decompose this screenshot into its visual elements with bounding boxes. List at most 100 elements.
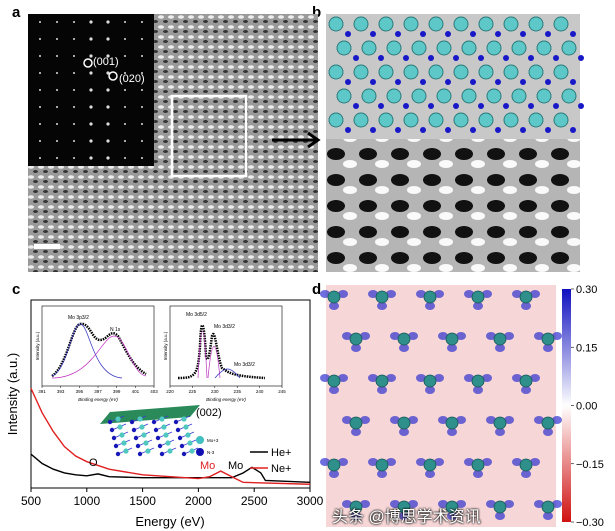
mo-atom	[145, 448, 151, 454]
n-atom	[470, 31, 476, 37]
mo-atom	[163, 432, 169, 438]
diffraction-spot	[124, 38, 126, 40]
n-atom	[445, 79, 451, 85]
mo-atom	[327, 374, 341, 388]
n-atom	[107, 419, 113, 425]
inset-tick-label: 401	[132, 389, 140, 394]
series-line-Ne-plus	[30, 388, 311, 485]
mo-atom	[403, 16, 419, 32]
diffraction-spot	[89, 122, 93, 126]
inset-tick-label: 393	[57, 389, 65, 394]
n-atom	[453, 55, 459, 61]
n-atom	[151, 419, 157, 425]
inset-tick-label: 399	[113, 389, 121, 394]
mo-atom	[541, 500, 555, 514]
inset-x-label: Binding energy (eV)	[78, 397, 118, 402]
legend-he: He+	[271, 447, 292, 459]
mo-atom	[503, 16, 519, 32]
mo-atom	[519, 374, 533, 388]
mo-atom	[189, 448, 195, 454]
peak-label: Mo 3d5/2	[186, 312, 207, 318]
panel-d-charge-density-map	[320, 285, 562, 527]
x-tick-label: 3000	[297, 494, 324, 508]
n-atom	[495, 31, 501, 37]
series-line-He-plus	[30, 453, 311, 484]
n-atom	[157, 443, 163, 449]
diffraction-spot	[124, 106, 126, 108]
mo-atom	[423, 458, 437, 472]
n-atom	[570, 31, 576, 37]
mo-atom	[561, 40, 577, 56]
n-atom	[395, 79, 401, 85]
colorbar: 0.30 0.15 0.00 −0.15 −0.30	[562, 284, 604, 529]
mo-atom	[528, 112, 544, 128]
inset-tick-label: 235	[233, 389, 241, 394]
mo-atom	[436, 40, 452, 56]
n-atom	[153, 427, 159, 433]
mo-atom	[541, 332, 555, 346]
diffraction-spot	[73, 55, 75, 57]
diffraction-spot	[73, 38, 75, 40]
n-atom	[403, 55, 409, 61]
diffraction-spot	[106, 54, 110, 58]
n-atom	[520, 31, 526, 37]
n-atom	[428, 55, 434, 61]
mo-atom	[165, 440, 171, 446]
n-atom	[553, 103, 559, 109]
mo-atom	[167, 448, 173, 454]
n-atom	[395, 31, 401, 37]
diffraction-spot	[141, 157, 143, 159]
xps-inset-mo3p-n1s: Mo 3p3/2 N 1s Binding energy (eV) Intens…	[35, 305, 158, 402]
crystal-structure-model: Mo+3 N-3	[100, 405, 219, 457]
n-atom	[453, 103, 459, 109]
n-atom	[370, 31, 376, 37]
diffraction-spot	[56, 21, 58, 23]
xps-inset-mo3d: Mo 3d5/2 Mo 3d3/2 Mo 3d3/2 Binding energ…	[163, 305, 286, 402]
mo-atom	[553, 16, 569, 32]
n-atom	[470, 79, 476, 85]
diffraction-spot	[39, 123, 41, 125]
legend-ne: Ne+	[271, 463, 292, 475]
mo-atom	[493, 416, 507, 430]
mo-atom	[327, 458, 341, 472]
n-atom	[115, 451, 121, 457]
inset-tick-label: 397	[94, 389, 102, 394]
diffraction-spot	[106, 156, 110, 160]
diffraction-spot	[89, 37, 93, 41]
diffraction-spot	[73, 72, 75, 74]
n-atom	[181, 451, 187, 457]
mo-atom	[461, 88, 477, 104]
n-atom	[137, 451, 143, 457]
mo-atom	[353, 16, 369, 32]
n-atom	[520, 79, 526, 85]
diffraction-spot	[141, 89, 143, 91]
diffraction-spot	[89, 156, 93, 160]
diffraction-spot	[56, 89, 58, 91]
n-atom	[545, 79, 551, 85]
mo-atom	[428, 112, 444, 128]
mo-atom	[403, 112, 419, 128]
diffraction-spot	[106, 139, 110, 143]
mo-atom	[375, 374, 389, 388]
diffraction-spot	[39, 89, 41, 91]
inset-tick-label: 225	[189, 389, 197, 394]
n-atom	[111, 435, 117, 441]
mo-atom	[561, 88, 577, 104]
panel-label-b: b	[312, 4, 322, 21]
mo-atom	[471, 374, 485, 388]
n-atom	[353, 103, 359, 109]
n-atom	[345, 79, 351, 85]
diffraction-spot	[141, 123, 143, 125]
n-atom	[553, 55, 559, 61]
mo-atom	[185, 432, 191, 438]
x-tick-label: 2000	[185, 494, 212, 508]
diffraction-spot	[56, 55, 58, 57]
mo-atom	[503, 64, 519, 80]
mo-atom	[453, 16, 469, 32]
n-atom	[578, 55, 584, 61]
diffraction-spot	[39, 38, 41, 40]
spot-label-020: (020)	[119, 73, 145, 85]
n-atom	[353, 55, 359, 61]
n-atom	[177, 435, 183, 441]
n-atom	[445, 127, 451, 133]
